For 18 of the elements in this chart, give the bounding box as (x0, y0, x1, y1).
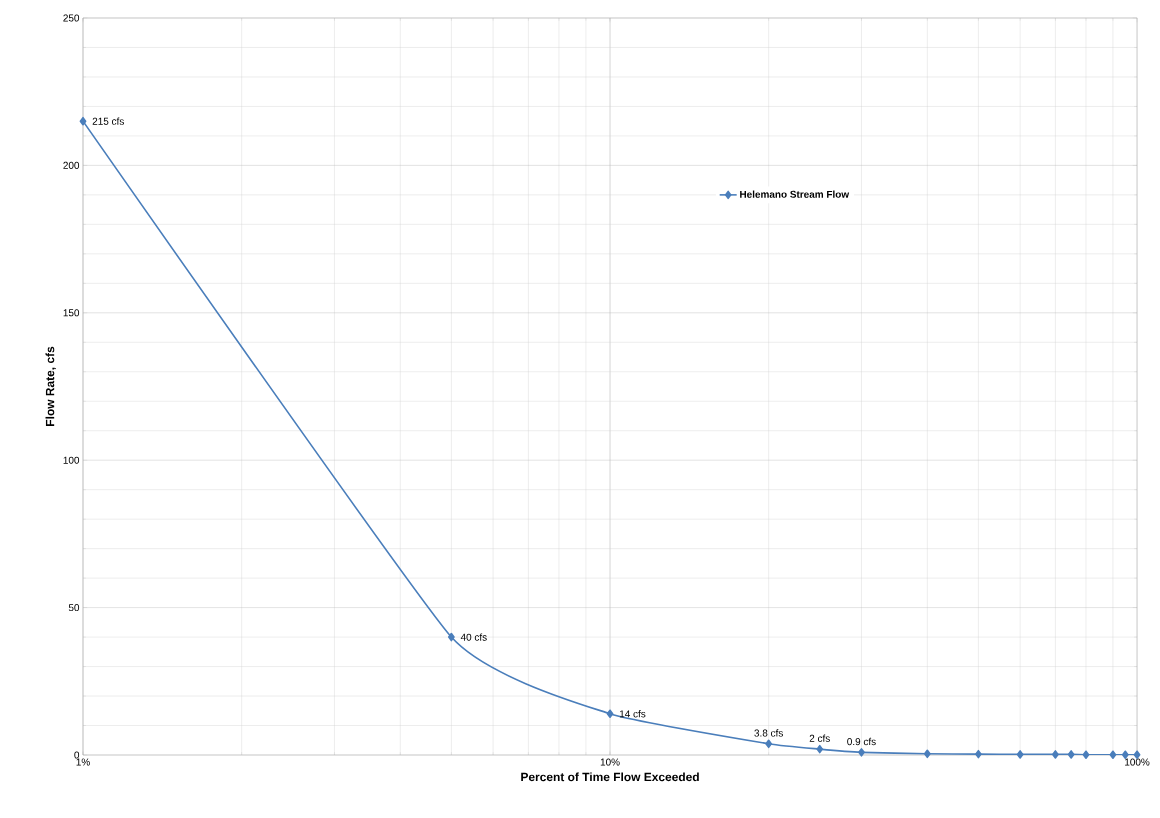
x-tick-label: 100% (1125, 758, 1150, 766)
y-axis-title: Flow Rate, cfs (45, 346, 57, 426)
data-label: 14 cfs (619, 710, 646, 718)
data-label: 3.8 cfs (754, 729, 783, 737)
legend-label: Helemano Stream Flow (740, 190, 850, 198)
y-tick-label: 0 (74, 751, 80, 759)
y-tick-label: 50 (68, 604, 80, 612)
y-tick-label: 150 (63, 309, 80, 317)
y-tick-label: 100 (63, 456, 80, 464)
data-label: 0.9 cfs (847, 737, 876, 746)
data-label: 40 cfs (460, 633, 487, 641)
y-tick-label: 250 (63, 14, 80, 22)
data-label: 215 cfs (92, 117, 124, 125)
x-tick-label: 10% (600, 758, 620, 766)
x-tick-label: 1% (76, 758, 90, 766)
data-label: 2 cfs (809, 734, 830, 742)
x-axis-title: Percent of Time Flow Exceeded (521, 772, 699, 782)
y-tick-label: 200 (63, 161, 80, 169)
